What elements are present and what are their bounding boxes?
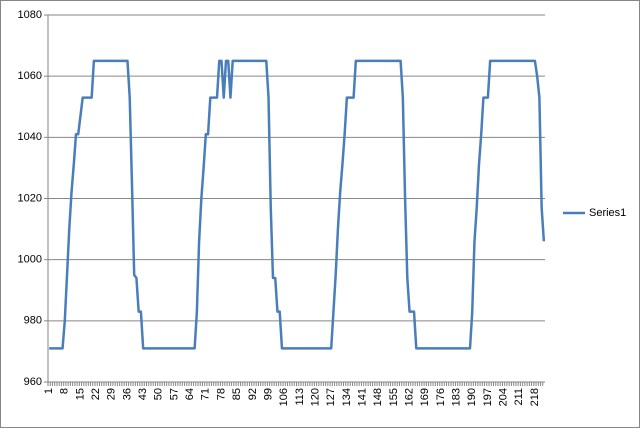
x-tick-label: 36 <box>121 388 133 400</box>
x-tick-label: 64 <box>184 388 196 400</box>
y-tick-label: 980 <box>24 315 42 327</box>
line <box>49 59 546 350</box>
legend-label: Series1 <box>589 207 626 219</box>
x-tick-label: 155 <box>388 388 400 406</box>
x-tick-label: 134 <box>341 388 353 406</box>
x-tick-label: 113 <box>294 388 306 406</box>
x-tick-label: 71 <box>200 388 212 400</box>
x-tick-label: 211 <box>513 388 525 406</box>
x-tick-label: 57 <box>168 388 180 400</box>
y-tick-label: 1040 <box>18 131 42 143</box>
x-tick-label: 176 <box>435 388 447 406</box>
x-tick-label: 204 <box>497 388 509 406</box>
y-tick-label: 960 <box>24 376 42 388</box>
x-tick-label: 218 <box>529 388 541 406</box>
x-tick-label: 50 <box>153 388 165 400</box>
x-tick-label: 1 <box>43 388 55 394</box>
x-tick-label: 78 <box>215 388 227 400</box>
x-tick-label: 8 <box>59 388 71 394</box>
y-tick-label: 1060 <box>18 70 42 82</box>
x-tick-label: 162 <box>403 388 415 406</box>
x-tick-label: 169 <box>419 388 431 406</box>
y-tick-label: 1080 <box>18 9 42 21</box>
x-tick-label: 106 <box>278 388 290 406</box>
x-tick-label: 43 <box>137 388 149 400</box>
x-tick-label: 190 <box>466 388 478 406</box>
x-tick-label: 197 <box>482 388 494 406</box>
x-tick-label: 15 <box>74 388 86 400</box>
y-tick-label: 1020 <box>18 192 42 204</box>
x-tick-label: 85 <box>231 388 243 400</box>
y-tick-label: 1000 <box>18 254 42 266</box>
x-tick-label: 127 <box>325 388 337 406</box>
x-tick-label: 183 <box>450 388 462 406</box>
x-tick-label: 148 <box>372 388 384 406</box>
x-tick-label: 92 <box>247 388 259 400</box>
x-tick-label: 99 <box>262 388 274 400</box>
x-tick-label: 120 <box>309 388 321 406</box>
x-tick-label: 29 <box>106 388 118 400</box>
x-tick-label: 22 <box>90 388 102 400</box>
x-tick-label: 141 <box>356 388 368 406</box>
